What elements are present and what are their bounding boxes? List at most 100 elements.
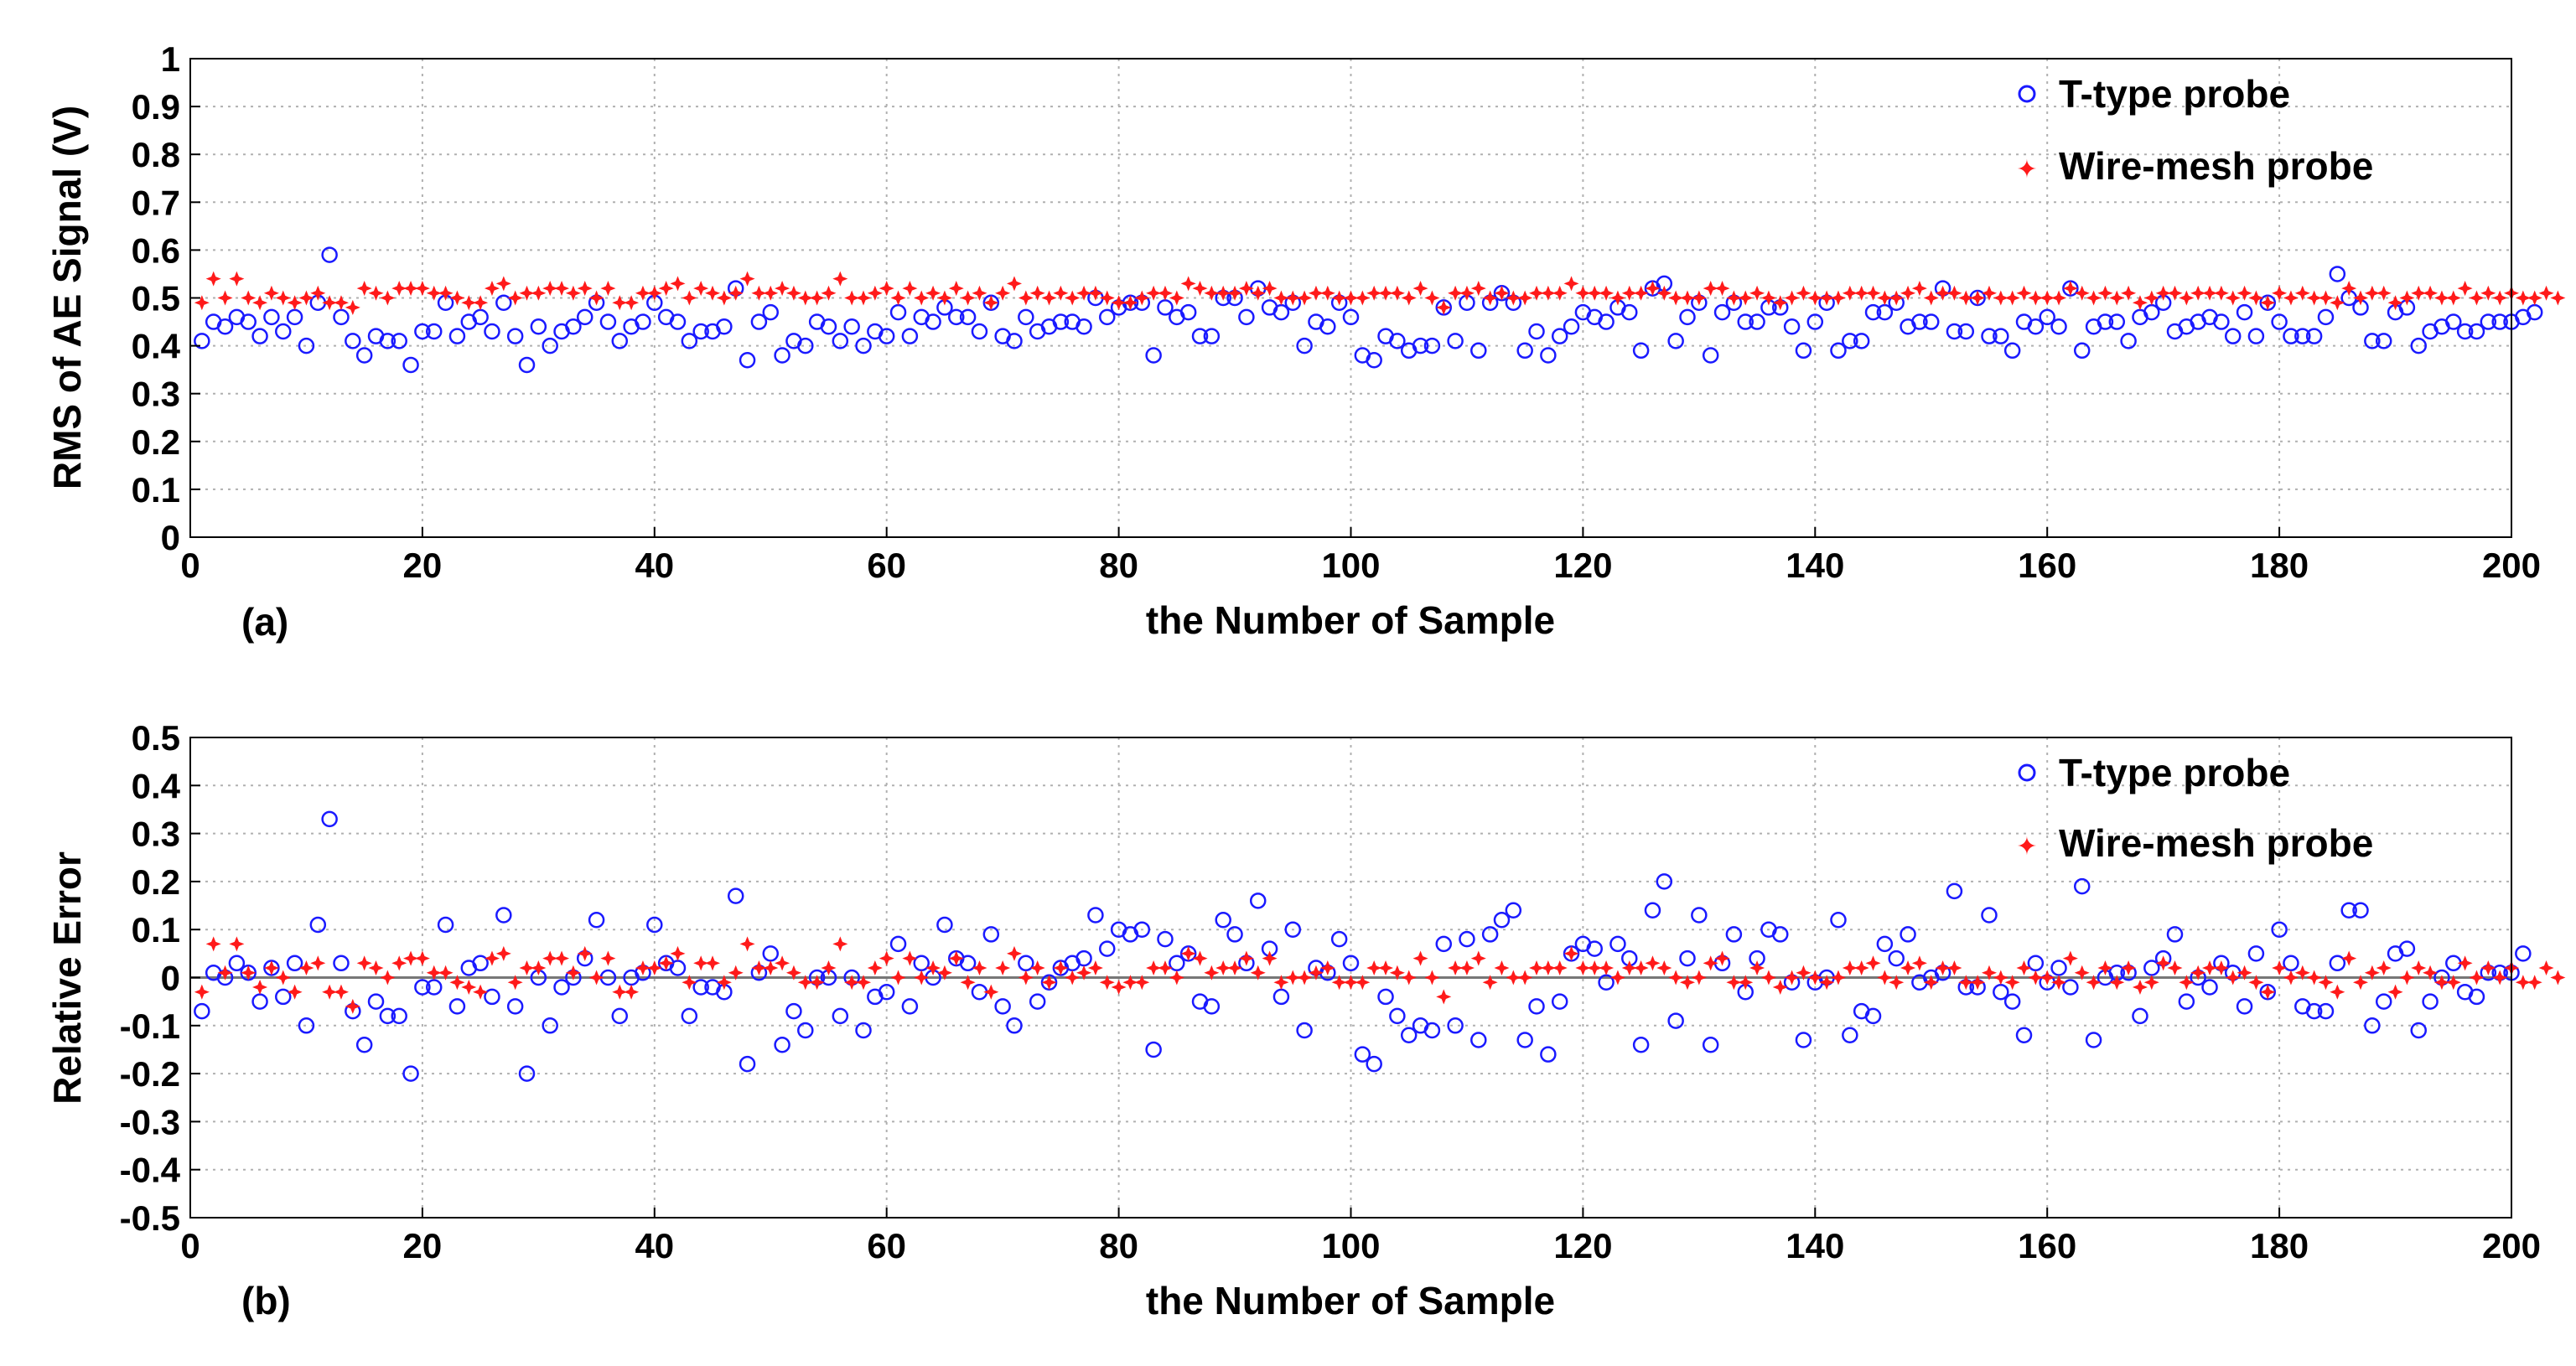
t-type-point [1389,333,1406,349]
wire-mesh-point [1076,285,1092,301]
t-type-point [2236,998,2253,1015]
t-type-point [194,333,210,349]
wire-mesh-point [2364,285,2380,301]
wire-mesh-point [624,295,640,311]
wire-mesh-point [1865,285,1881,301]
wire-mesh-point [2318,290,2334,306]
wire-mesh-point [1679,290,1696,306]
wire-mesh-point [2028,290,2044,306]
wire-mesh-point [2480,960,2496,976]
wire-mesh-point [716,975,732,991]
wire-mesh-point [914,290,930,306]
y-tick-label: 0.7 [132,183,180,222]
wire-mesh-point [461,295,477,311]
wire-mesh-point [600,950,616,966]
t-type-point [355,1036,373,1053]
wire-mesh-point [867,285,883,301]
t-type-point [1099,308,1116,326]
wire-mesh-series-a [194,271,2566,315]
x-tick-label: 140 [1786,1226,1844,1265]
wire-mesh-point [821,285,837,301]
wire-mesh-point [2237,285,2252,301]
legend-a-t-type-marker [2018,85,2036,103]
wire-mesh-point [1343,975,1359,991]
wire-mesh-point [1412,950,1428,966]
wire-mesh-point [565,965,581,981]
wire-mesh-point [2283,970,2299,986]
t-type-point [2398,940,2416,957]
wire-mesh-point [484,281,500,297]
wire-mesh-point [983,295,999,311]
wire-mesh-point [2086,290,2102,306]
t-type-point [1087,907,1104,924]
t-type-point [1470,342,1487,360]
wire-mesh-point [2179,975,2195,991]
wire-mesh-point [1401,290,1417,306]
wire-mesh-point [2248,290,2264,306]
wire-mesh-point [2433,290,2449,306]
wire-mesh-point [1842,285,1858,301]
wire-mesh-point [241,965,257,981]
t-type-point [1145,347,1162,364]
wire-mesh-point [252,979,268,995]
t-type-point [1018,308,1034,326]
wire-mesh-point [194,295,210,311]
wire-mesh-point [1540,285,1556,301]
wire-mesh-point [612,984,628,1000]
t-type-point [2003,342,2021,360]
t-type-point [878,328,895,344]
t-type-point [2097,313,2114,330]
t-type-point [959,308,977,326]
wire-mesh-point [1087,960,1103,976]
wire-mesh-point [1645,281,1661,297]
wire-mesh-point [2109,290,2125,306]
panel-label-a: (a) [241,600,288,644]
wire-mesh-point [2550,290,2566,306]
t-type-point [194,1002,210,1020]
wire-mesh-point [2097,960,2113,976]
wire-mesh-point [1250,965,1266,981]
wire-mesh-point [2143,975,2159,991]
t-type-point [1713,303,1731,321]
wire-mesh-point [2352,290,2369,306]
wire-mesh-point [2399,290,2415,306]
wire-mesh-point [588,290,604,306]
wire-mesh-point [1784,970,1800,986]
legend-a: T-type probe ✦ Wire-mesh probe [2016,72,2373,188]
wire-mesh-point [507,290,523,306]
wire-mesh-point [2492,290,2508,306]
wire-mesh-point [1923,975,1939,991]
t-type-point [588,911,605,929]
t-type-point [309,916,327,934]
wire-mesh-point [1656,960,1672,976]
wire-mesh-point [2260,984,2276,1000]
wire-mesh-point [1297,290,1313,306]
wire-mesh-point [2190,285,2206,301]
wire-mesh-point [2423,965,2439,981]
wire-mesh-point [1796,285,1811,301]
wire-mesh-point [345,299,360,315]
wire-mesh-point [368,285,384,301]
wire-mesh-point [1470,281,1486,297]
t-type-point [2247,328,2265,344]
wire-mesh-point [1784,290,1800,306]
t-type-point [1795,342,1812,360]
t-type-point [1540,347,1557,364]
wire-mesh-point [1923,290,1939,306]
t-type-point [2445,313,2462,330]
wire-mesh-point [554,950,570,966]
t-type-point [391,333,407,349]
wire-mesh-point [1760,290,1776,306]
t-type-point [1528,323,1545,340]
t-type-point [1749,313,1765,330]
t-type-point [1389,1007,1406,1025]
t-type-point [1470,1032,1487,1048]
wire-mesh-point [1993,970,2008,986]
t-type-point [832,333,849,349]
wire-mesh-point [1482,975,1498,991]
t-type-point [484,988,500,1006]
t-type-point [1888,949,1905,967]
t-type-point [901,998,919,1015]
wire-mesh-point [229,271,245,287]
t-type-point [518,1065,536,1082]
